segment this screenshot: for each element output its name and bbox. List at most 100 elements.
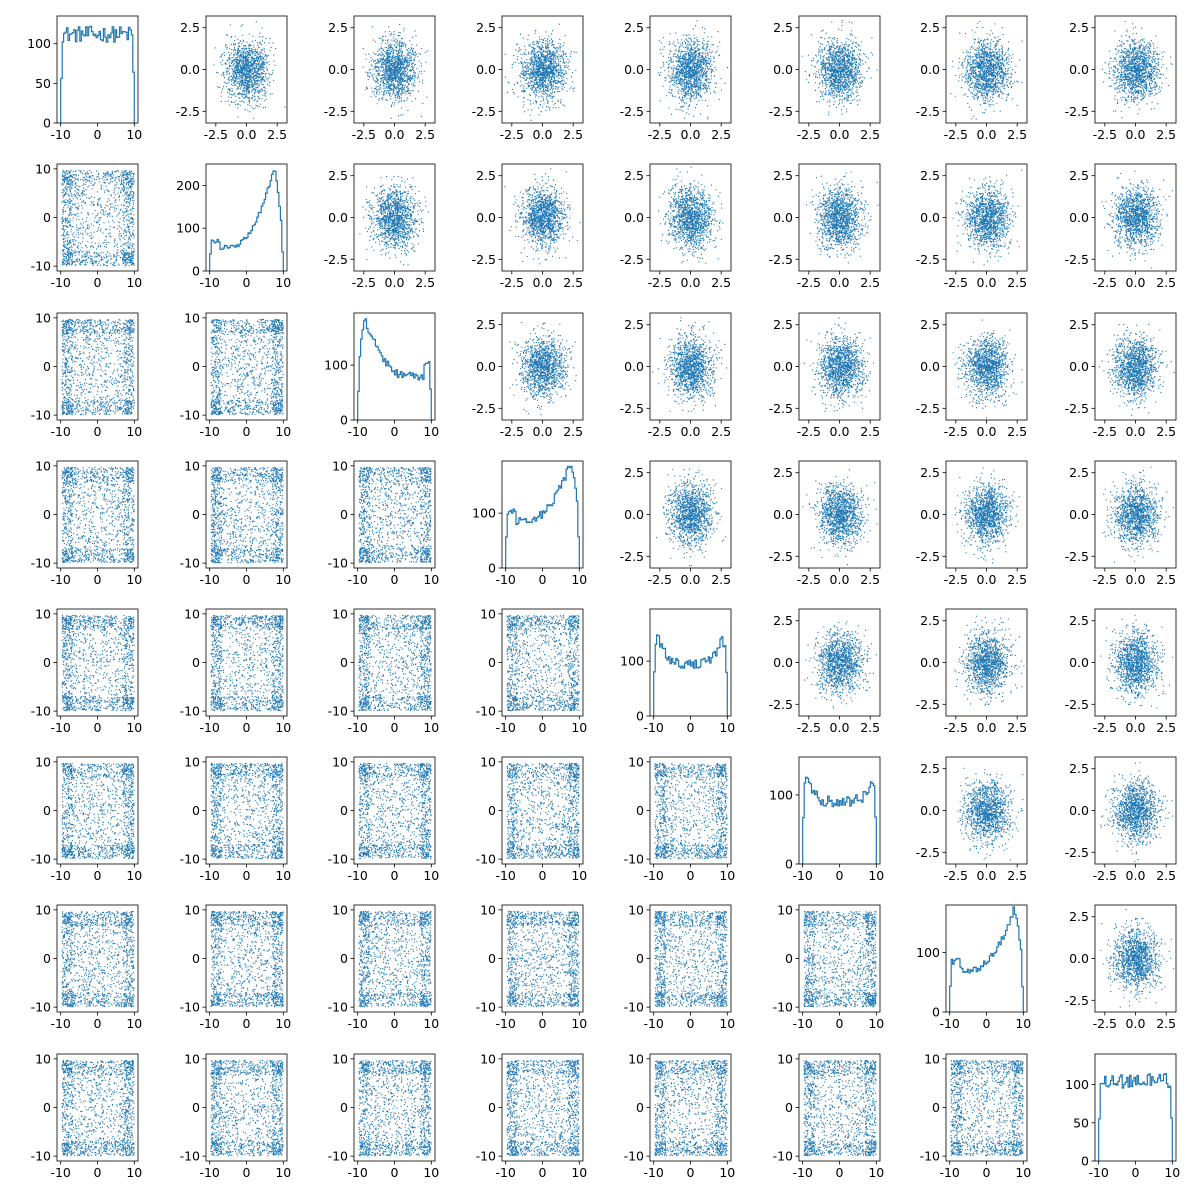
panel-r6-c7-upper: -2.5 0.0 2.5 -2.5 0.0 2.5: [1065, 904, 1177, 1031]
scatter-points: [210, 318, 284, 416]
scatter-point-cloud: [358, 1059, 432, 1157]
y-tick-label: 2.5: [920, 317, 940, 332]
x-tick-label: 0: [983, 1016, 991, 1031]
scatter-point-cloud: [954, 615, 1025, 706]
x-tick-label: 10: [423, 1165, 439, 1180]
x-tick-label: -2.5: [797, 424, 821, 439]
x-tick-label: -10: [199, 1165, 219, 1180]
x-tick-label: 0: [539, 572, 547, 587]
scatter-points: [210, 466, 284, 564]
x-tick-label: -2.5: [944, 127, 968, 142]
x-tick-label: -2.5: [1093, 868, 1117, 883]
y-tick-label: -2.5: [916, 252, 940, 267]
x-tick-label: -2.5: [944, 868, 968, 883]
x-tick-label: -2.5: [944, 424, 968, 439]
y-tick-label: 2.5: [920, 20, 940, 35]
scatter-points: [210, 762, 284, 860]
histogram-step: [60, 25, 135, 123]
x-tick-label: 0: [243, 720, 251, 735]
scatter-points: [1101, 21, 1173, 119]
y-tick-label: 0: [192, 803, 200, 818]
y-tick-label: 10: [332, 606, 348, 621]
x-tick-label: 10: [719, 868, 735, 883]
panel-r7-c2-lower: -10 0 10 -10 0 10: [328, 1051, 440, 1180]
panel-r1-c0-lower: -10 0 10 -10 0 10: [31, 161, 143, 290]
y-tick-label: 0.0: [920, 359, 940, 374]
y-tick-label: 0.0: [773, 210, 793, 225]
y-tick-label: 0: [488, 951, 496, 966]
scatter-point-cloud: [654, 762, 728, 860]
x-tick-label: -2.5: [944, 275, 968, 290]
scatter-point-cloud: [1102, 466, 1174, 563]
y-tick-label: 0.0: [1069, 951, 1089, 966]
panel-r1-c3-upper: -2.5 0.0 2.5 -2.5 0.0 2.5: [472, 163, 584, 290]
y-tick-label: -2.5: [620, 549, 644, 564]
x-tick-label: 10: [423, 572, 439, 587]
x-tick-label: 0.0: [385, 275, 405, 290]
x-tick-label: 2.5: [563, 424, 583, 439]
y-tick-label: 0.0: [1069, 507, 1089, 522]
x-tick-label: -10: [495, 1165, 515, 1180]
y-tick-label: 2.5: [773, 20, 793, 35]
y-tick-label: -2.5: [324, 104, 348, 119]
y-tick-label: -10: [180, 704, 200, 719]
x-tick-label: 10: [423, 720, 439, 735]
y-tick-label: -2.5: [769, 104, 793, 119]
panel-r1-c5-upper: -2.5 0.0 2.5 -2.5 0.0 2.5: [769, 163, 881, 290]
scatter-point-cloud: [803, 317, 875, 412]
x-tick-label: -2.5: [1093, 572, 1117, 587]
y-tick-label: 10: [184, 606, 200, 621]
scatter-point-cloud: [1101, 170, 1173, 269]
x-tick-label: -2.5: [1093, 424, 1117, 439]
x-tick-label: 0: [94, 1016, 102, 1031]
y-tick-label: 10: [332, 1051, 348, 1066]
scatter-point-cloud: [952, 169, 1023, 266]
y-tick-label: 10: [184, 310, 200, 325]
x-tick-label: -10: [643, 868, 663, 883]
x-tick-label: -2.5: [648, 127, 672, 142]
scatter-points: [61, 910, 135, 1008]
scatter-points: [950, 20, 1023, 120]
y-tick-label: 0: [340, 803, 348, 818]
scatter-point-cloud: [1098, 323, 1175, 416]
scatter-point-cloud: [652, 317, 728, 412]
x-tick-label: 2.5: [1156, 572, 1176, 587]
panel-r4-c6-upper: -2.5 0.0 2.5 -2.5 0.0 2.5: [916, 608, 1028, 735]
panel-r1-c4-upper: -2.5 0.0 2.5 -2.5 0.0 2.5: [620, 163, 732, 290]
y-tick-label: 2.5: [1069, 613, 1089, 628]
panel-r4-c2-lower: -10 0 10 -10 0 10: [328, 606, 440, 735]
panel-r6-c4-lower: -10 0 10 -10 0 10: [624, 902, 736, 1031]
y-tick-label: -10: [180, 1149, 200, 1164]
x-tick-label: 0.0: [1126, 1016, 1146, 1031]
x-tick-label: 0.0: [977, 868, 997, 883]
scatter-point-cloud: [61, 910, 135, 1008]
panel-r4-c1-lower: -10 0 10 -10 0 10: [180, 606, 292, 735]
y-tick-label: 0: [192, 951, 200, 966]
x-tick-label: -2.5: [797, 720, 821, 735]
x-tick-label: -10: [199, 572, 219, 587]
y-tick-label: -2.5: [1065, 993, 1089, 1008]
y-tick-label: 10: [35, 902, 51, 917]
x-tick-label: 0.0: [1126, 127, 1146, 142]
x-tick-label: 0.0: [977, 275, 997, 290]
y-tick-label: 100: [176, 221, 200, 236]
scatter-points: [654, 910, 728, 1008]
x-tick-label: 10: [126, 275, 142, 290]
x-tick-label: 2.5: [415, 275, 435, 290]
scatter-point-cloud: [950, 1059, 1024, 1157]
histogram-step: [653, 634, 728, 716]
panel-r3-c4-upper: -2.5 0.0 2.5 -2.5 0.0 2.5: [620, 460, 732, 587]
x-tick-label: 2.5: [1156, 720, 1176, 735]
y-tick-label: 0: [43, 655, 51, 670]
panel-r7-c0-lower: -10 0 10 -10 0 10: [31, 1051, 143, 1180]
y-tick-label: 0: [43, 116, 51, 131]
scatter-points: [655, 468, 726, 567]
x-tick-label: -10: [495, 868, 515, 883]
y-tick-label: 0.0: [328, 210, 348, 225]
panel-r4-c3-lower: -10 0 10 -10 0 10: [476, 606, 588, 735]
y-tick-label: -10: [328, 1000, 348, 1015]
y-tick-label: 0: [43, 507, 51, 522]
